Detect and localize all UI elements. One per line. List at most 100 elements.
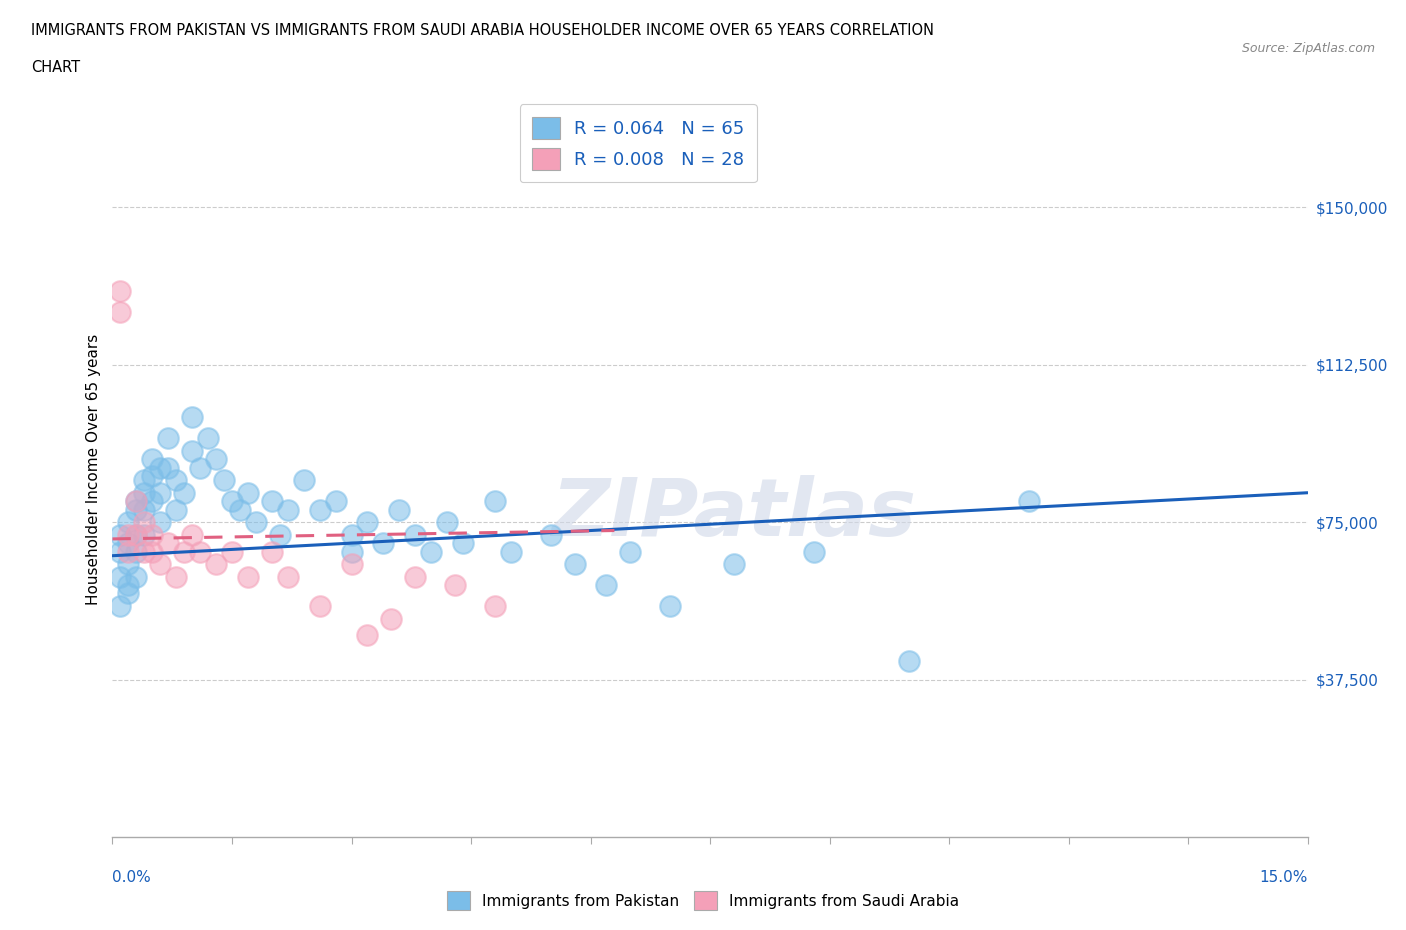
- Point: [564, 557, 586, 572]
- Point: [277, 569, 299, 584]
- Point: [436, 514, 458, 529]
- Point: [149, 460, 172, 475]
- Point: [134, 527, 156, 542]
- Legend: R = 0.064   N = 65, R = 0.008   N = 28: R = 0.064 N = 65, R = 0.008 N = 28: [520, 104, 756, 182]
- Point: [141, 527, 163, 542]
- Point: [110, 544, 132, 559]
- Point: [380, 611, 402, 626]
- Text: Source: ZipAtlas.com: Source: ZipAtlas.com: [1241, 42, 1375, 55]
- Point: [292, 472, 315, 487]
- Point: [595, 578, 617, 592]
- Point: [125, 544, 148, 559]
- Point: [181, 444, 204, 458]
- Point: [723, 557, 745, 572]
- Text: CHART: CHART: [31, 60, 80, 75]
- Point: [134, 485, 156, 500]
- Point: [236, 485, 259, 500]
- Point: [340, 544, 363, 559]
- Point: [165, 472, 187, 487]
- Point: [134, 514, 156, 529]
- Point: [117, 586, 139, 601]
- Point: [141, 469, 163, 484]
- Point: [484, 494, 506, 509]
- Point: [260, 544, 283, 559]
- Point: [221, 494, 243, 509]
- Point: [181, 410, 204, 425]
- Point: [388, 502, 411, 517]
- Point: [181, 527, 204, 542]
- Point: [110, 305, 132, 320]
- Point: [188, 544, 211, 559]
- Point: [277, 502, 299, 517]
- Point: [236, 569, 259, 584]
- Point: [1018, 494, 1040, 509]
- Point: [420, 544, 443, 559]
- Point: [125, 569, 148, 584]
- Point: [125, 527, 148, 542]
- Legend: Immigrants from Pakistan, Immigrants from Saudi Arabia: Immigrants from Pakistan, Immigrants fro…: [439, 884, 967, 918]
- Point: [221, 544, 243, 559]
- Point: [260, 494, 283, 509]
- Point: [125, 527, 148, 542]
- Point: [619, 544, 641, 559]
- Point: [141, 452, 163, 467]
- Point: [205, 557, 228, 572]
- Point: [149, 485, 172, 500]
- Point: [110, 599, 132, 614]
- Point: [141, 494, 163, 509]
- Point: [165, 502, 187, 517]
- Point: [157, 431, 180, 445]
- Text: IMMIGRANTS FROM PAKISTAN VS IMMIGRANTS FROM SAUDI ARABIA HOUSEHOLDER INCOME OVER: IMMIGRANTS FROM PAKISTAN VS IMMIGRANTS F…: [31, 23, 934, 38]
- Point: [245, 514, 267, 529]
- Point: [117, 536, 139, 551]
- Text: 15.0%: 15.0%: [1260, 870, 1308, 885]
- Point: [205, 452, 228, 467]
- Point: [404, 527, 426, 542]
- Point: [117, 578, 139, 592]
- Point: [157, 460, 180, 475]
- Point: [110, 284, 132, 299]
- Point: [117, 557, 139, 572]
- Point: [444, 578, 467, 592]
- Point: [308, 599, 330, 614]
- Point: [117, 514, 139, 529]
- Point: [134, 544, 156, 559]
- Point: [188, 460, 211, 475]
- Y-axis label: Householder Income Over 65 years: Householder Income Over 65 years: [86, 334, 101, 605]
- Point: [173, 544, 195, 559]
- Point: [499, 544, 522, 559]
- Point: [117, 544, 139, 559]
- Point: [165, 569, 187, 584]
- Point: [125, 502, 148, 517]
- Point: [197, 431, 219, 445]
- Point: [173, 485, 195, 500]
- Point: [212, 472, 235, 487]
- Point: [117, 527, 139, 542]
- Point: [803, 544, 825, 559]
- Point: [141, 544, 163, 559]
- Point: [356, 514, 378, 529]
- Point: [484, 599, 506, 614]
- Point: [340, 527, 363, 542]
- Point: [229, 502, 252, 517]
- Point: [540, 527, 562, 542]
- Point: [269, 527, 291, 542]
- Point: [373, 536, 395, 551]
- Point: [110, 527, 132, 542]
- Point: [134, 472, 156, 487]
- Point: [149, 514, 172, 529]
- Text: 0.0%: 0.0%: [112, 870, 152, 885]
- Point: [325, 494, 347, 509]
- Text: ZIPatlas: ZIPatlas: [551, 474, 917, 552]
- Point: [451, 536, 474, 551]
- Point: [404, 569, 426, 584]
- Point: [157, 536, 180, 551]
- Point: [308, 502, 330, 517]
- Point: [898, 653, 921, 668]
- Point: [149, 557, 172, 572]
- Point: [340, 557, 363, 572]
- Point: [659, 599, 682, 614]
- Point: [110, 569, 132, 584]
- Point: [125, 494, 148, 509]
- Point: [134, 502, 156, 517]
